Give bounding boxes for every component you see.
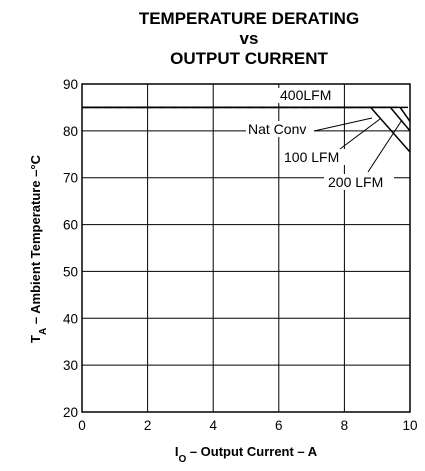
x-tick-label: 6 [275, 418, 283, 433]
x-tick-label: 2 [144, 418, 152, 433]
y-axis-label-rest: – Ambient Temperature –°C [28, 154, 43, 327]
y-tick-label: 30 [63, 358, 78, 373]
chart-title-line-2: vs [240, 29, 259, 48]
x-axis-label: IO – Output Current – A [175, 444, 318, 465]
chart-title-line-1: TEMPERATURE DERATING [139, 9, 359, 28]
annotation-mask [280, 149, 348, 165]
annotation-leader-line [367, 119, 403, 173]
y-axis-label-sub: A [38, 328, 49, 335]
grid [82, 84, 410, 412]
annotation-mask [278, 88, 340, 103]
y-tick-label: 70 [63, 171, 78, 186]
x-tick-label: 8 [341, 418, 349, 433]
x-axis-label-sub: O [178, 454, 186, 465]
annotation-label: 200 LFM [328, 174, 383, 190]
chart-title: TEMPERATURE DERATING vs OUTPUT CURRENT [139, 9, 359, 68]
chart-title-line-3: OUTPUT CURRENT [170, 49, 328, 68]
annotation-label: 100 LFM [284, 149, 339, 165]
annotation-leader-line [313, 117, 373, 132]
annotation-leader-line [339, 118, 381, 150]
y-axis-label: TA – Ambient Temperature –°C [28, 154, 49, 343]
x-tick-label: 10 [402, 418, 417, 433]
x-axis-label-rest: – Output Current – A [186, 444, 318, 459]
y-axis-label-main: T [28, 335, 43, 343]
annotation-mask [324, 174, 394, 190]
x-tick-label: 4 [209, 418, 217, 433]
y-tick-label: 60 [63, 218, 78, 233]
series-line-200-lfm [82, 106, 411, 122]
tick-labels: 0 2 4 6 8 10 20 30 40 50 60 70 80 90 [63, 77, 418, 433]
annotations: 400LFM Nat Conv 100 LFM 200 LFM [246, 87, 403, 190]
series-lines [82, 106, 411, 153]
x-tick-label: 0 [78, 418, 86, 433]
y-tick-label: 90 [63, 77, 78, 92]
y-tick-label: 80 [63, 124, 78, 139]
y-tick-label: 40 [63, 311, 78, 326]
annotation-label: Nat Conv [248, 121, 306, 137]
y-tick-label: 50 [63, 264, 78, 279]
x-axis-label-main: I [175, 444, 179, 459]
annotation-label: 400LFM [280, 87, 331, 103]
plot-frame [81, 83, 411, 413]
annotation-mask [246, 121, 314, 137]
y-tick-label: 20 [63, 405, 78, 420]
